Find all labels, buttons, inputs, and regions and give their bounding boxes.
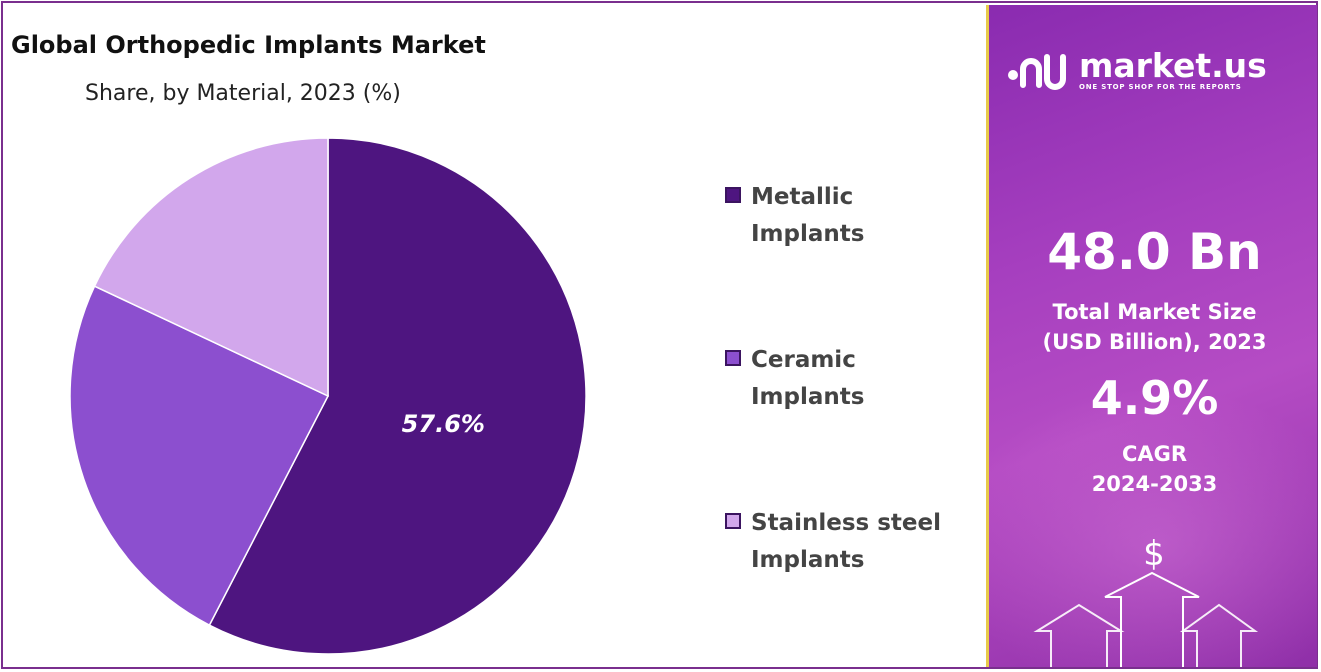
growth-arrows-icon: $: [1033, 534, 1259, 667]
background-glow: [989, 385, 1317, 667]
market-us-logo-icon: [1008, 54, 1066, 90]
pie-slice-stainless: [93, 137, 329, 398]
cagr-value: 4.9%: [1090, 371, 1219, 425]
info-panel: market.us ONE STOP SHOP FOR THE REPORTS …: [986, 5, 1317, 667]
market-size-value: 48.0 Bn: [1047, 223, 1262, 281]
brand-text: market.us ONE STOP SHOP FOR THE REPORTS: [1079, 46, 1267, 92]
legend-label-ceramic: Ceramic Implants: [751, 347, 865, 410]
legend-label-stainless: Stainless steel Implants: [751, 510, 941, 573]
market-size-label-line2: (USD Billion), 2023: [1042, 330, 1267, 354]
pie-slice-metallic: [208, 137, 587, 655]
legend-item-stainless: Stainless steel Implants: [725, 505, 951, 579]
brand-tagline: ONE STOP SHOP FOR THE REPORTS: [1079, 83, 1242, 91]
chart-panel: Global Orthopedic Implants Market Share,…: [3, 3, 983, 669]
brand-logo: market.us ONE STOP SHOP FOR THE REPORTS: [1007, 45, 1267, 95]
legend-label-metallic: Metallic Implants: [751, 184, 865, 247]
legend-swatch-stainless: [725, 513, 741, 529]
legend-item-ceramic: Ceramic Implants: [725, 342, 881, 416]
market-size-label-line1: Total Market Size: [1052, 300, 1257, 324]
pie-slice-ceramic: [69, 285, 330, 627]
cagr-label-line2: 2024-2033: [1091, 472, 1218, 496]
pie-chart: 57.6%: [69, 137, 587, 655]
legend-item-metallic: Metallic Implants: [725, 179, 971, 253]
chart-title: Global Orthopedic Implants Market: [11, 31, 486, 59]
chart-subtitle: Share, by Material, 2023 (%): [85, 81, 401, 106]
dollar-icon: $: [1143, 534, 1165, 574]
brand-name: market.us: [1079, 46, 1267, 85]
legend-swatch-metallic: [725, 187, 741, 203]
cagr-label-line1: CAGR: [1121, 442, 1188, 466]
legend-swatch-ceramic: [725, 350, 741, 366]
data-label-metallic: 57.6%: [402, 410, 485, 438]
